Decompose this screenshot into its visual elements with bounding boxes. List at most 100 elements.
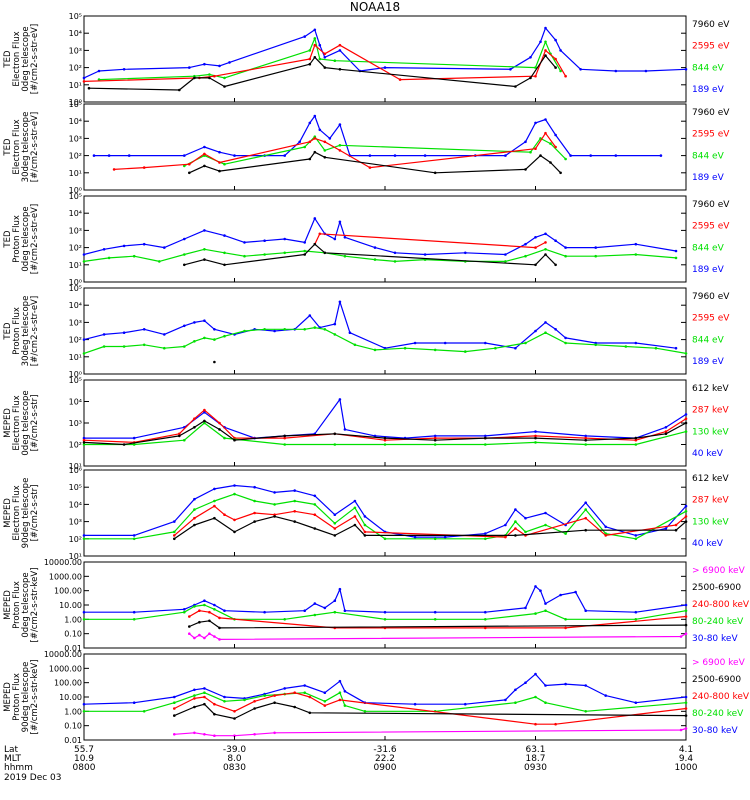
data-point (514, 527, 517, 530)
data-point (544, 49, 547, 52)
data-point (484, 434, 487, 438)
data-point (343, 236, 347, 239)
data-point (514, 534, 517, 537)
data-point (308, 140, 312, 144)
data-point (584, 508, 587, 511)
data-point (544, 26, 547, 30)
y-tick-label: 10.00 (59, 693, 82, 702)
data-point (193, 697, 196, 700)
data-point (433, 171, 437, 175)
data-point (664, 426, 668, 429)
data-point (383, 537, 387, 541)
data-point (97, 78, 101, 81)
data-point (524, 606, 527, 610)
data-point (273, 731, 276, 735)
legend-entry: 240-800 keV (692, 600, 750, 610)
data-point (303, 691, 307, 694)
data-point (253, 520, 256, 523)
data-point (223, 85, 226, 88)
data-point (544, 131, 547, 135)
footer-tick-value: 0930 (524, 763, 547, 773)
data-point (313, 43, 317, 47)
data-point (313, 150, 317, 154)
data-point (213, 74, 216, 78)
data-point (313, 242, 317, 246)
data-point (218, 161, 221, 164)
data-point (102, 345, 106, 348)
y-axis-label: Electron Flux (12, 485, 22, 540)
data-point (173, 534, 176, 537)
y-tick-label: 10⁰ (69, 370, 82, 379)
data-point (333, 513, 337, 516)
y-tick-label: 100.00 (54, 587, 82, 596)
data-point (584, 516, 587, 520)
y-tick-label: 10² (69, 64, 82, 73)
data-point (203, 62, 206, 66)
data-point (203, 408, 206, 412)
data-point (158, 260, 161, 263)
data-point (263, 253, 266, 256)
data-point (82, 80, 86, 83)
data-point (534, 147, 537, 150)
data-point (393, 154, 397, 157)
data-point (318, 232, 322, 236)
data-point (433, 348, 437, 352)
data-point (188, 66, 191, 69)
data-point (82, 441, 86, 444)
data-point (142, 166, 146, 169)
data-point (544, 701, 547, 704)
data-point (413, 535, 417, 539)
data-point (218, 616, 221, 620)
data-point (554, 38, 557, 42)
data-point (82, 443, 86, 446)
data-point (233, 484, 236, 487)
series-40-kev (84, 398, 687, 439)
data-point (122, 345, 126, 348)
data-point (233, 492, 236, 496)
series-240-800-kev (174, 692, 687, 725)
data-point (253, 511, 256, 515)
data-point (223, 695, 226, 699)
data-point (203, 636, 206, 640)
data-point (188, 625, 191, 628)
data-point (183, 438, 186, 442)
data-point (484, 341, 487, 345)
data-point (684, 603, 688, 607)
legend-entry: 30-80 keV (692, 726, 738, 736)
legend-entry: 844 eV (692, 335, 725, 345)
data-point (132, 534, 136, 537)
data-point (298, 140, 302, 144)
data-point (183, 263, 186, 267)
data-point (484, 626, 487, 630)
data-point (373, 348, 377, 352)
data-point (433, 610, 437, 614)
data-point (318, 43, 322, 47)
data-point (433, 443, 437, 446)
data-point (433, 618, 437, 621)
panel-frame (83, 379, 687, 467)
data-point (132, 618, 136, 621)
data-point (213, 487, 216, 491)
data-point (464, 251, 467, 255)
y-axis-label: 0deg telescope (21, 572, 31, 637)
data-point (193, 694, 196, 697)
data-point (213, 608, 216, 611)
panel-1: 10⁵ 10⁴ 10³ 10² 10¹ 10⁰ TED Electron Flux 0deg t… (3, 12, 730, 107)
data-point (484, 436, 487, 440)
data-point (539, 40, 542, 44)
data-point (634, 443, 638, 446)
y-axis-label: 30deg telescope (21, 112, 31, 183)
data-point (559, 49, 562, 52)
data-point (208, 610, 211, 614)
data-point (283, 328, 287, 331)
data-point (584, 434, 587, 438)
data-point (504, 698, 507, 702)
data-point (584, 609, 587, 612)
legend-entry: 7960 eV (692, 200, 730, 210)
legend-entry: > 6900 keV (692, 566, 746, 576)
data-point (564, 254, 567, 258)
data-point (323, 66, 327, 69)
data-point (193, 417, 196, 421)
legend-entry: 189 eV (692, 85, 725, 95)
